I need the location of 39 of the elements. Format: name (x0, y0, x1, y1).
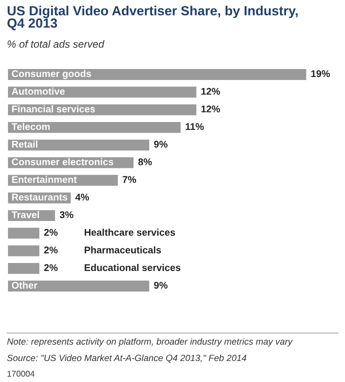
y-tick-label: Financial services (12, 105, 95, 112)
data-label: 2% (44, 264, 58, 272)
bar (8, 228, 40, 239)
bar (8, 140, 150, 151)
text: 170004 (8, 370, 34, 377)
text: Note: represents activity on platform, broader industry metrics may vary (7, 338, 293, 346)
y-tick-label: Telecom (12, 122, 50, 130)
y-tick-label: Pharmaceuticals (84, 246, 161, 254)
bar (8, 245, 40, 256)
data-label: 9% (154, 140, 168, 148)
data-label: 2% (44, 246, 58, 254)
y-tick-label: Healthcare services (84, 228, 176, 236)
data-label: 3% (60, 211, 74, 218)
data-label: 12% (201, 106, 220, 112)
source-note: Source: "US Video Market At-A-Glance Q4 2013," Feb 2014 (7, 354, 246, 363)
bar (8, 86, 196, 98)
data-label: 12% (201, 88, 220, 95)
bar (8, 262, 40, 274)
y-tick-label: Educational services (84, 264, 180, 272)
data-label: 9% (154, 282, 168, 289)
y-tick-label: Retail (12, 140, 38, 148)
y-tick-label: Other (12, 282, 38, 289)
y-tick-label: Consumer goods (12, 70, 92, 80)
bar (8, 122, 181, 133)
bar (8, 69, 306, 80)
chart-subtitle: % of total ads served (8, 40, 104, 48)
data-label: 8% (138, 158, 152, 166)
data-label: 4% (75, 194, 89, 201)
chart-title: US Digital Video Advertiser Share, by Industry, Q4 2013 (7, 6, 298, 30)
data-label: 7% (122, 176, 136, 183)
data-label: 11% (186, 123, 204, 130)
data-label: 19% (311, 70, 330, 78)
y-tick-label: Consumer electronics (12, 158, 114, 166)
y-tick-label: Restaurants (12, 194, 68, 201)
y-tick-label: Automotive (12, 88, 65, 95)
data-label: 2% (44, 228, 58, 236)
y-tick-label: Entertainment (12, 176, 77, 183)
bar (8, 280, 150, 292)
y-tick-label: Travel (12, 211, 39, 218)
